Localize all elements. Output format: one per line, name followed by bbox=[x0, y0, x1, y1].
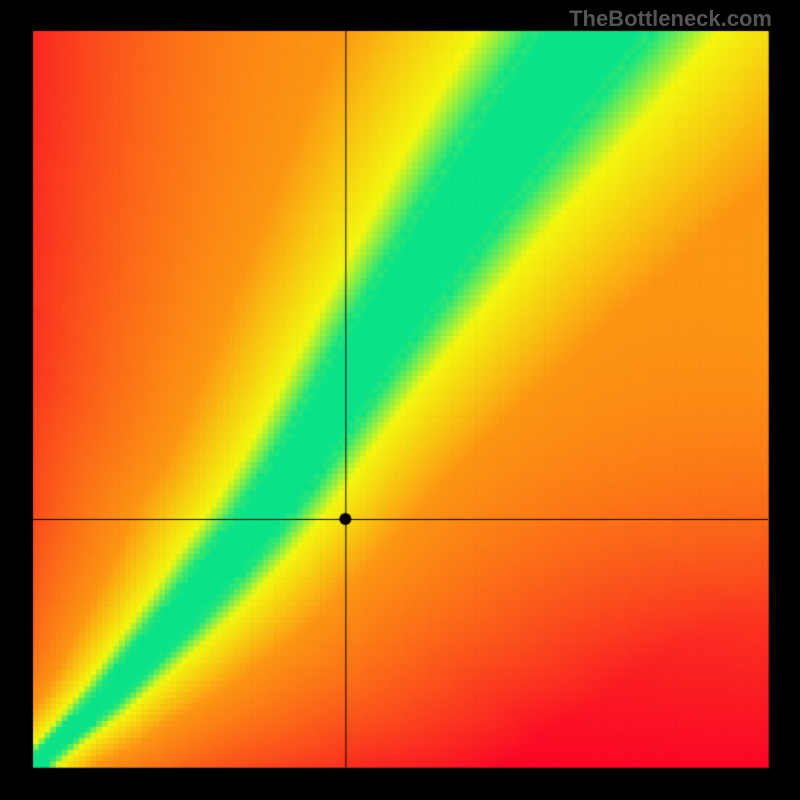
watermark-text: TheBottleneck.com bbox=[569, 6, 772, 32]
bottleneck-heatmap bbox=[0, 0, 800, 800]
chart-container: TheBottleneck.com bbox=[0, 0, 800, 800]
